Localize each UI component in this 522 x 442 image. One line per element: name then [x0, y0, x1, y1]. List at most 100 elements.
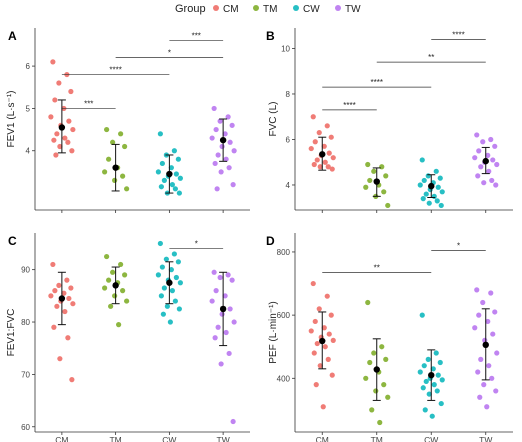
- data-point-tm: [363, 375, 369, 381]
- mean-marker-cm: [319, 337, 326, 345]
- data-point-cm: [69, 377, 75, 383]
- data-point-tw: [230, 182, 236, 188]
- data-point-tm: [381, 189, 387, 195]
- data-point-tw: [212, 160, 218, 167]
- data-point-tw: [231, 319, 237, 325]
- data-point-cm: [317, 164, 323, 170]
- mean-marker-tw: [219, 136, 227, 144]
- data-point-cw: [158, 293, 164, 299]
- data-point-tm: [367, 359, 373, 366]
- data-point-tw: [231, 148, 237, 154]
- data-point-tw: [481, 382, 487, 388]
- data-point-tw: [215, 152, 221, 158]
- x-tick-label: TM: [109, 435, 121, 442]
- x-tick-label: CW: [162, 435, 176, 442]
- legend-label-tw: TW: [345, 4, 361, 15]
- data-point-tw: [486, 363, 492, 369]
- data-point-tm: [385, 394, 391, 400]
- significance-label: *: [457, 241, 460, 250]
- data-point-cm: [312, 318, 318, 325]
- data-point-cm: [308, 145, 314, 152]
- data-point-cm: [330, 337, 336, 343]
- data-point-tw: [481, 180, 487, 186]
- data-point-tm: [124, 186, 130, 192]
- legend-swatch-tw: [335, 5, 341, 11]
- legend-swatch-cm: [213, 5, 219, 11]
- data-point-cm: [51, 137, 57, 143]
- legend-title: Group: [175, 3, 206, 15]
- legend: Group CM TM CW TW: [175, 3, 361, 15]
- data-point-cw: [175, 156, 181, 162]
- y-tick-label: 5: [26, 104, 31, 113]
- mean-marker-tm: [373, 366, 380, 373]
- panel-letter: B: [266, 29, 275, 43]
- data-point-cm: [56, 80, 62, 86]
- data-point-cw: [439, 377, 445, 383]
- data-point-cm: [310, 114, 316, 120]
- data-point-tm: [120, 288, 126, 294]
- y-tick-label: 6: [26, 62, 31, 71]
- data-point-cw: [421, 363, 427, 369]
- y-tick-label: 400: [277, 374, 291, 383]
- data-point-tw: [214, 186, 220, 192]
- data-point-cm: [325, 356, 331, 362]
- y-tick-label: 800: [277, 248, 291, 257]
- data-point-tw: [213, 126, 219, 133]
- data-point-tm: [383, 356, 389, 362]
- data-point-cm: [313, 382, 319, 388]
- data-point-cw: [434, 198, 440, 204]
- data-point-cw: [438, 202, 444, 209]
- data-point-tw: [492, 309, 498, 315]
- panel-letter: A: [8, 29, 17, 43]
- data-point-cm: [68, 285, 74, 291]
- data-point-cw: [176, 306, 182, 312]
- data-point-cm: [70, 126, 76, 133]
- data-point-cm: [70, 301, 76, 307]
- mean-marker-cw: [428, 371, 435, 379]
- y-tick-label: 4: [286, 181, 291, 190]
- data-point-cw: [171, 251, 177, 257]
- data-point-tm: [379, 344, 385, 350]
- data-point-cw: [420, 196, 426, 202]
- data-point-tm: [365, 299, 371, 306]
- data-point-cm: [62, 308, 68, 315]
- data-point-cw: [173, 171, 179, 177]
- panel-letter: C: [8, 234, 17, 248]
- y-axis-label: FEV1 (L·s⁻¹): [6, 91, 17, 148]
- data-point-cw: [176, 190, 182, 196]
- mean-marker-cm: [58, 295, 66, 302]
- data-point-cw: [177, 280, 183, 286]
- data-point-cm: [324, 293, 330, 299]
- data-point-cw: [168, 165, 174, 171]
- data-point-cm: [65, 335, 71, 341]
- y-tick-label: 90: [21, 266, 30, 275]
- significance-label: *: [195, 240, 198, 249]
- data-point-cw: [158, 184, 164, 190]
- data-point-tm: [106, 277, 112, 283]
- data-point-tm: [379, 164, 385, 170]
- data-point-cw: [161, 177, 167, 183]
- data-point-tm: [369, 407, 375, 413]
- data-point-cw: [421, 177, 427, 184]
- data-point-tw: [227, 306, 233, 312]
- legend-swatch-cw: [293, 5, 299, 11]
- data-point-tm: [112, 293, 118, 299]
- data-point-cm: [321, 143, 327, 149]
- data-point-cm: [320, 404, 326, 410]
- legend-label-cm: CM: [223, 4, 239, 15]
- data-point-tw: [476, 312, 482, 318]
- data-point-cw: [426, 200, 432, 206]
- data-point-tm: [122, 143, 128, 150]
- data-point-cw: [160, 311, 166, 317]
- mean-marker-cm: [58, 124, 66, 131]
- data-point-cw: [172, 298, 178, 304]
- legend-swatch-tm: [253, 5, 259, 11]
- data-point-cw: [175, 259, 181, 265]
- data-point-tw: [474, 132, 480, 138]
- data-point-cm: [50, 59, 56, 65]
- mean-marker-cw: [166, 279, 173, 286]
- data-point-cw: [157, 240, 163, 247]
- data-point-tw: [219, 143, 225, 150]
- data-point-cm: [329, 372, 335, 378]
